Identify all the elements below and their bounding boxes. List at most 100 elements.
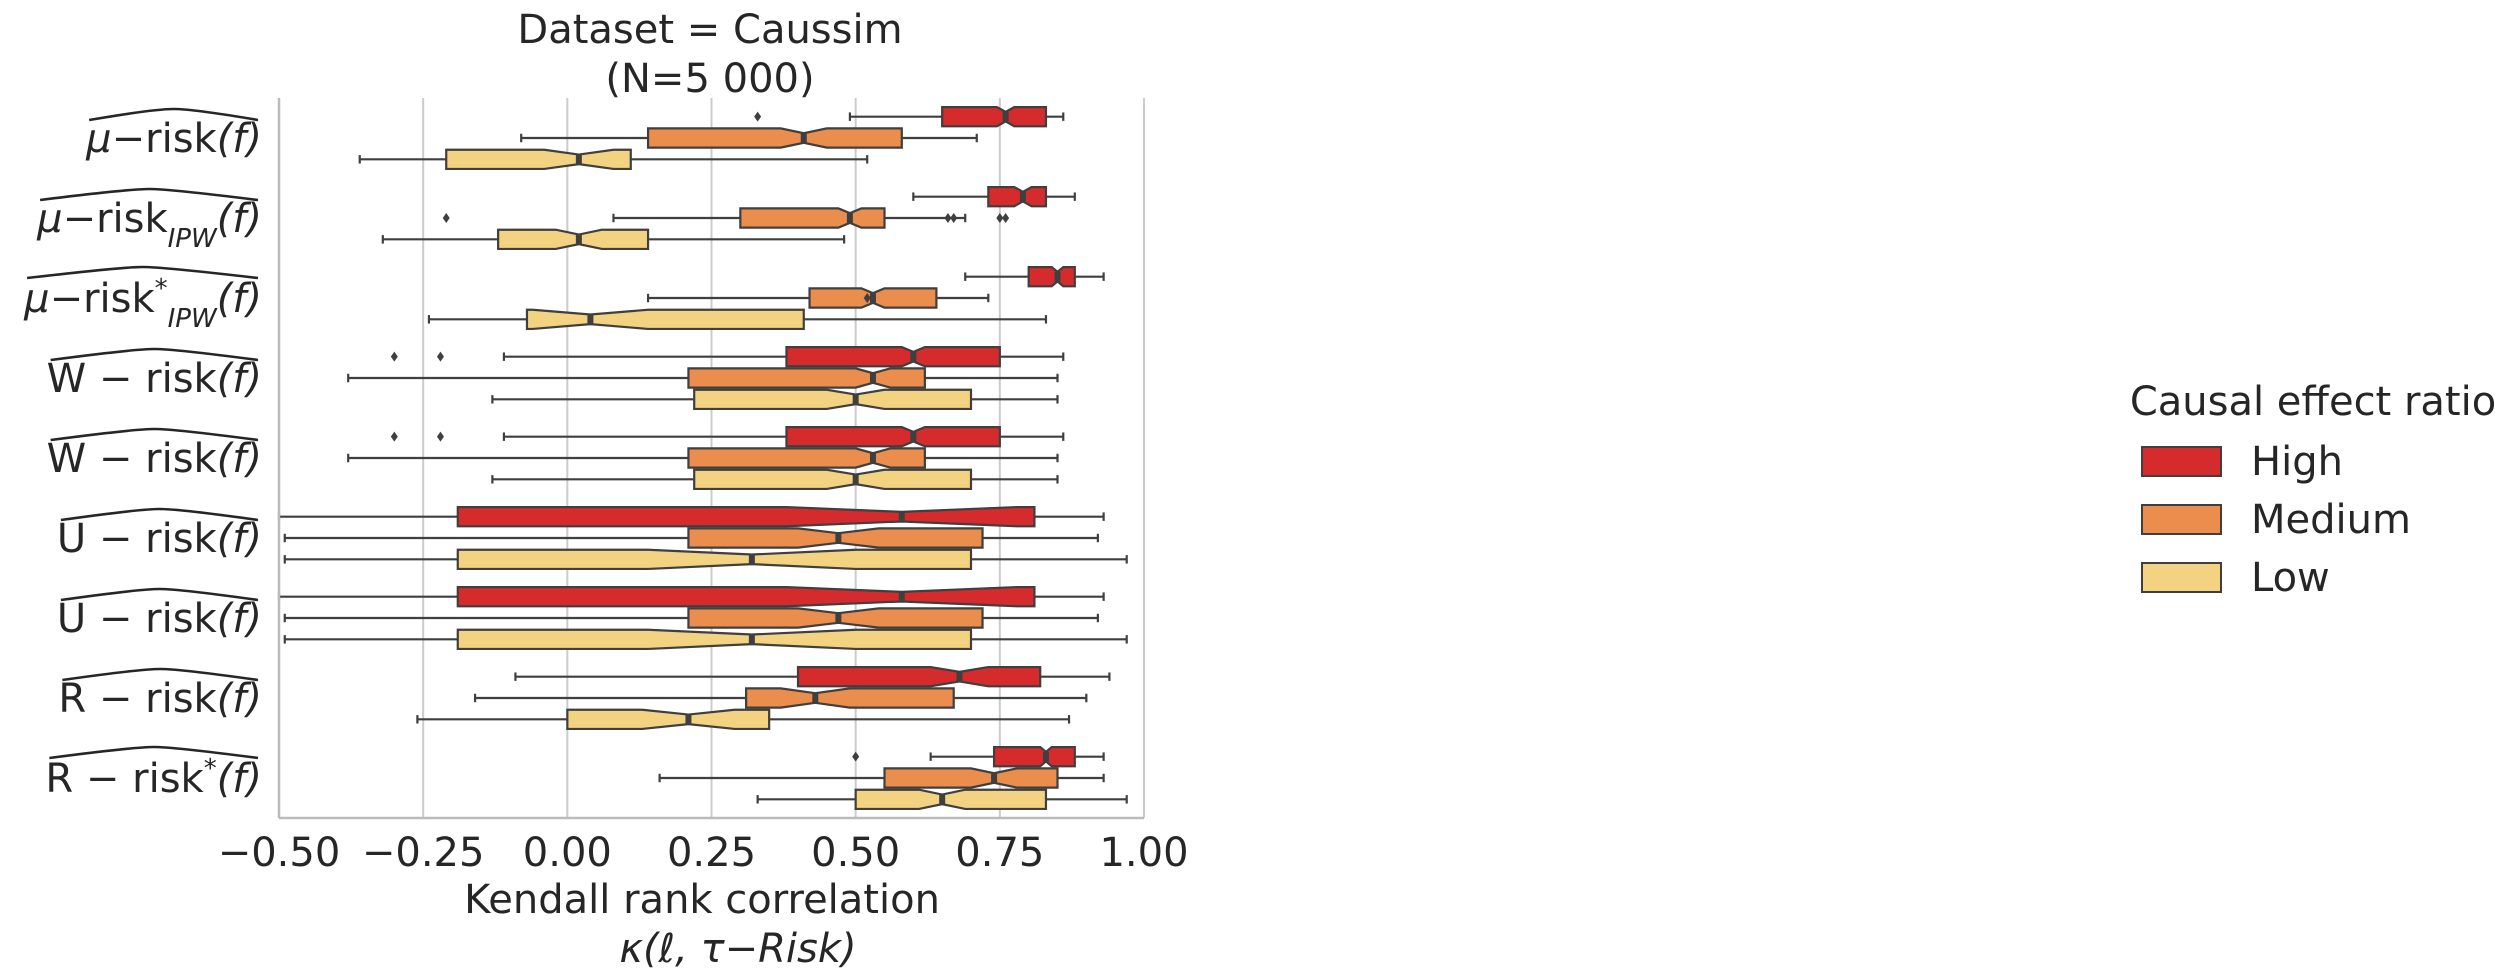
legend-swatch-medium	[2141, 504, 2222, 535]
box-low	[756, 788, 1128, 811]
legend-label-high: High	[2251, 439, 2343, 485]
legend-title: Causal effect ratio	[2130, 379, 2495, 425]
x-tick-label: −0.25	[362, 830, 485, 876]
flier-point	[390, 431, 398, 442]
label-subscript: IPW	[168, 224, 218, 254]
chart-title: Dataset = Caussim	[517, 7, 902, 53]
x-axis-label: Kendall rank correlation	[464, 877, 940, 923]
box-body	[525, 308, 805, 331]
legend-swatch-low	[2141, 562, 2222, 593]
box-body	[854, 788, 1048, 811]
label-base: −risk	[63, 196, 169, 242]
box-high	[390, 345, 1065, 368]
flier-point	[996, 213, 1004, 223]
chart-subtitle: (N=5 000)	[605, 56, 814, 102]
box-high	[390, 425, 1065, 448]
label-hat	[62, 667, 259, 682]
label-superscript: *	[204, 754, 217, 784]
axes: −0.50 −0.25 0.00 0.25 0.50 0.75 1.00	[218, 98, 1189, 876]
box-low	[427, 308, 1048, 331]
box-body	[987, 185, 1048, 208]
x-tick-label: −0.50	[218, 830, 341, 876]
box-low	[416, 708, 1071, 731]
box-low	[381, 228, 846, 251]
y-tick-labels: μ−risk(f)μ−riskIPW(f)μ−risk*IPW(f)W − ri…	[23, 107, 262, 802]
box-body	[497, 228, 650, 251]
label-hat	[49, 745, 259, 760]
y-tick-label: U − risk(f)	[57, 516, 262, 562]
box-body	[785, 425, 1001, 448]
box-medium	[347, 447, 1059, 469]
label-hat	[26, 265, 259, 280]
label-base: W − risk	[47, 356, 218, 402]
box-body	[693, 388, 973, 411]
label-base: R − risk	[58, 676, 217, 722]
label-hat	[39, 187, 259, 202]
label-base: −risk	[112, 116, 218, 162]
label-base: R − risk	[45, 756, 204, 802]
label-hat	[88, 107, 259, 122]
box-body	[687, 447, 926, 469]
box-medium	[442, 207, 1010, 229]
box-body	[796, 665, 1042, 688]
label-hat	[60, 587, 259, 602]
box-high	[277, 585, 1105, 608]
label-argument: (f)	[217, 116, 262, 162]
flier-point	[436, 351, 444, 362]
y-tick-label: U − risk(f)	[57, 596, 262, 642]
box-low	[358, 148, 869, 171]
legend: Causal effect ratio High Medium Low	[2130, 379, 2495, 601]
label-argument: (f)	[217, 436, 262, 482]
flier-point	[1002, 213, 1010, 223]
y-tick-label: μ−risk(f)	[85, 116, 262, 162]
flier-point	[442, 213, 450, 223]
legend-label-low: Low	[2251, 555, 2330, 601]
box-body	[687, 367, 926, 389]
box-body	[456, 505, 1036, 528]
box-body	[445, 148, 632, 171]
box-medium	[347, 367, 1059, 389]
box-high	[277, 505, 1105, 528]
box-medium	[473, 687, 1088, 709]
box-body	[739, 207, 886, 229]
y-tick-label: W − risk(f)	[47, 436, 262, 482]
box-medium	[646, 287, 990, 309]
box-body	[785, 345, 1001, 368]
box-body	[456, 628, 973, 651]
legend-swatch-high	[2141, 446, 2222, 477]
x-tick-label: 0.75	[955, 830, 1044, 876]
label-mu: μ	[85, 116, 111, 162]
label-subscript: IPW	[168, 304, 218, 334]
box-medium	[520, 127, 978, 149]
box-low	[491, 468, 1059, 491]
y-tick-label: W − risk(f)	[47, 356, 262, 402]
flier-point	[944, 213, 952, 223]
label-base: U − risk	[57, 596, 218, 642]
y-tick-label: μ−riskIPW(f)	[36, 196, 262, 254]
box-body	[646, 127, 903, 149]
label-argument: (f)	[217, 276, 262, 322]
box-body	[1027, 265, 1076, 288]
flier-point	[950, 213, 958, 223]
y-tick-label: μ−risk*IPW(f)	[23, 274, 262, 334]
flier-point	[863, 293, 871, 303]
label-base: W − risk	[47, 436, 218, 482]
label-superscript: *	[155, 274, 168, 304]
box-high	[852, 745, 1105, 768]
box-medium	[283, 607, 1099, 629]
x-tick-label: 0.25	[667, 830, 756, 876]
x-axis-label-formula: κ(ℓ, τ−Risk)	[619, 926, 856, 972]
y-tick-label: R − risk(f)	[58, 676, 262, 722]
box-low	[491, 388, 1059, 411]
label-argument: (f)	[217, 516, 262, 562]
box-high	[964, 265, 1105, 288]
box-high	[754, 105, 1065, 128]
box-body	[941, 105, 1048, 128]
box-low	[283, 628, 1128, 651]
box-high	[912, 185, 1076, 208]
label-mu: μ	[36, 196, 62, 242]
flier-point	[390, 351, 398, 362]
legend-label-medium: Medium	[2251, 497, 2411, 543]
label-hat	[60, 507, 259, 522]
